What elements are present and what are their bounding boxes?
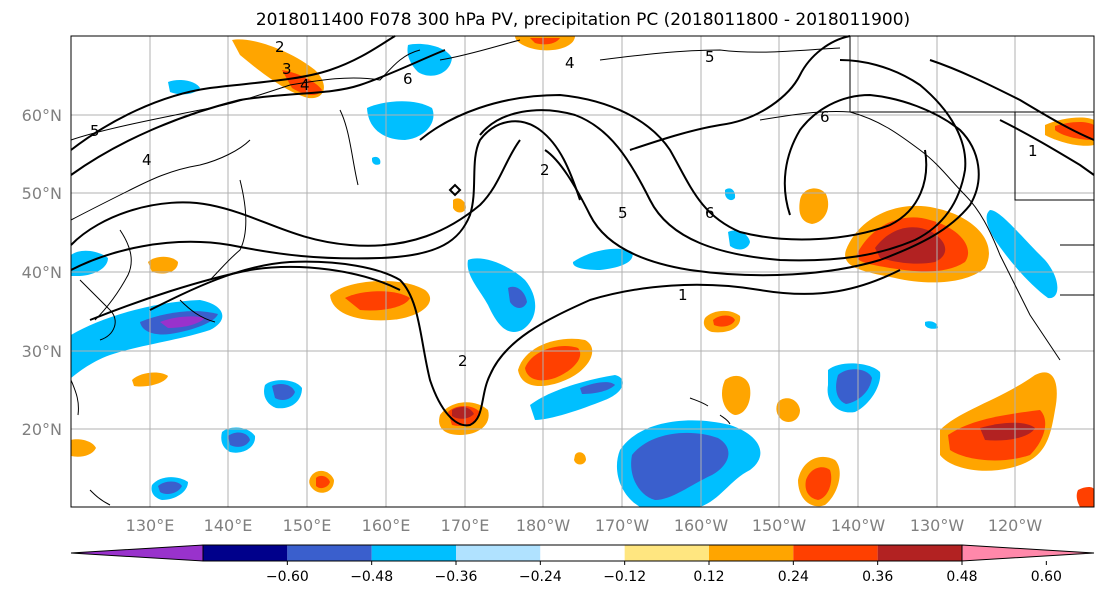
figure-title: 2018011400 F078 300 hPa PV, precipitatio… bbox=[256, 10, 910, 30]
colorbar-tick-label: −0.36 bbox=[435, 569, 478, 585]
positive-precip-shading bbox=[71, 36, 1094, 507]
colorbar-outline bbox=[202, 544, 963, 562]
contour-label: 5 bbox=[90, 122, 100, 140]
colorbar: −0.60 −0.48 −0.36 −0.24 −0.12 0.12 0.24 0.36 0.4… bbox=[70, 544, 1095, 585]
contour-labels: 2 3 4 5 6 4 2 5 6 1 6 1 2 5 4 bbox=[90, 38, 1038, 370]
lon-label: 140°W bbox=[831, 516, 886, 535]
contour-label: 6 bbox=[705, 204, 715, 222]
colorbar-segment bbox=[709, 545, 794, 561]
lon-label: 180°W bbox=[516, 516, 571, 535]
contour-label: 2 bbox=[458, 352, 468, 370]
contour-label: 5 bbox=[618, 204, 628, 222]
lon-label: 130°E bbox=[126, 516, 175, 535]
contour-label: 2 bbox=[275, 38, 285, 56]
contour-label: 6 bbox=[403, 70, 413, 88]
colorbar-segment bbox=[287, 545, 372, 561]
lat-label: 20°N bbox=[22, 420, 62, 439]
contour-label: 1 bbox=[1028, 142, 1038, 160]
lon-label: 140°E bbox=[204, 516, 253, 535]
map-panel: 2 3 4 5 6 4 2 5 6 1 6 1 2 5 4 bbox=[70, 35, 1095, 508]
colorbar-segment bbox=[456, 545, 541, 561]
colorbar-tick-label: 0.24 bbox=[778, 569, 809, 585]
lon-label: 160°W bbox=[674, 516, 729, 535]
lon-tick-labels: 130°E 140°E 150°E 160°E 170°E 180°W 170°… bbox=[126, 516, 1043, 535]
contour-label: 5 bbox=[705, 48, 715, 66]
colorbar-segment bbox=[624, 545, 709, 561]
negative-precip-shading bbox=[71, 43, 1058, 507]
lon-label: 160°E bbox=[362, 516, 411, 535]
contour-label: 6 bbox=[820, 108, 830, 126]
colorbar-tick-label: −0.48 bbox=[350, 569, 393, 585]
contour-label: 3 bbox=[282, 60, 292, 78]
contour-label: 4 bbox=[142, 151, 152, 169]
contour-label: 1 bbox=[678, 286, 688, 304]
colorbar-tick-label: 0.48 bbox=[946, 569, 977, 585]
colorbar-min-extension bbox=[70, 544, 204, 562]
lon-label: 130°W bbox=[910, 516, 965, 535]
contour-label: 4 bbox=[565, 54, 575, 72]
contour-label: 4 bbox=[300, 76, 310, 94]
colorbar-tick-label: −0.60 bbox=[266, 569, 309, 585]
colorbar-tick-label: 0.60 bbox=[1031, 569, 1062, 585]
colorbar-segment bbox=[540, 545, 625, 561]
lon-label: 170°W bbox=[595, 516, 650, 535]
colorbar-segment bbox=[371, 545, 456, 561]
colorbar-segment bbox=[877, 545, 962, 561]
colorbar-max-extension bbox=[961, 544, 1095, 562]
lon-label: 150°W bbox=[752, 516, 807, 535]
colorbar-tick-label: −0.12 bbox=[603, 569, 646, 585]
colorbar-tick-label: 0.12 bbox=[693, 569, 724, 585]
colorbar-segment bbox=[203, 545, 288, 561]
lat-label: 60°N bbox=[22, 106, 62, 125]
lon-label: 170°E bbox=[441, 516, 490, 535]
colorbar-segment bbox=[793, 545, 878, 561]
contour-label: 2 bbox=[540, 161, 550, 179]
colorbar-tick-label: −0.24 bbox=[519, 569, 562, 585]
lon-label: 120°W bbox=[988, 516, 1043, 535]
colorbar-tick-label: 0.36 bbox=[862, 569, 893, 585]
lat-label: 50°N bbox=[22, 184, 62, 203]
map-frame bbox=[70, 35, 1095, 508]
lat-label: 30°N bbox=[22, 342, 62, 361]
lat-label: 40°N bbox=[22, 263, 62, 282]
pv-contours bbox=[70, 35, 1095, 427]
lat-tick-labels: 60°N 50°N 40°N 30°N 20°N bbox=[22, 106, 62, 439]
lon-label: 150°E bbox=[283, 516, 332, 535]
